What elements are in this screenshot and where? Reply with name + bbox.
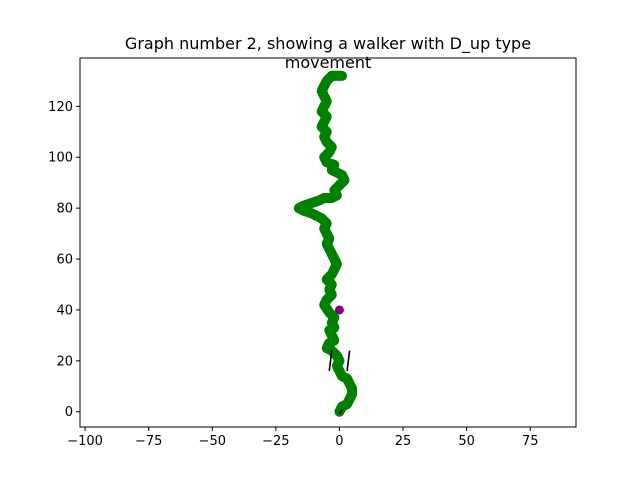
x-tick-label: 25 [395, 434, 412, 449]
x-tick-label: 50 [458, 434, 475, 449]
x-tick-label: −75 [135, 434, 162, 449]
marker-point [334, 305, 344, 315]
y-tick-label: 40 [56, 303, 73, 318]
x-tick-label: 0 [335, 434, 343, 449]
y-tick-label: 20 [56, 354, 73, 369]
y-tick-label: 0 [65, 405, 73, 420]
axes-frame [79, 57, 577, 428]
y-tick-label: 100 [48, 151, 73, 166]
y-tick-label: 60 [56, 253, 73, 268]
segment-line [338, 408, 343, 415]
y-tick-label: 120 [48, 100, 73, 115]
x-tick-label: −25 [262, 434, 289, 449]
x-tick-label: −100 [67, 434, 103, 449]
y-tick-label: 80 [56, 202, 73, 217]
walker-point [336, 70, 347, 81]
x-tick-label: −50 [199, 434, 226, 449]
segment-line [346, 350, 351, 372]
x-tick-label: 75 [522, 434, 539, 449]
axes: −100 −75 −50 −25 0 25 50 75 0 20 40 60 80 100 120 [48, 57, 577, 449]
segment-line [328, 350, 333, 372]
plot-area [293, 70, 358, 417]
